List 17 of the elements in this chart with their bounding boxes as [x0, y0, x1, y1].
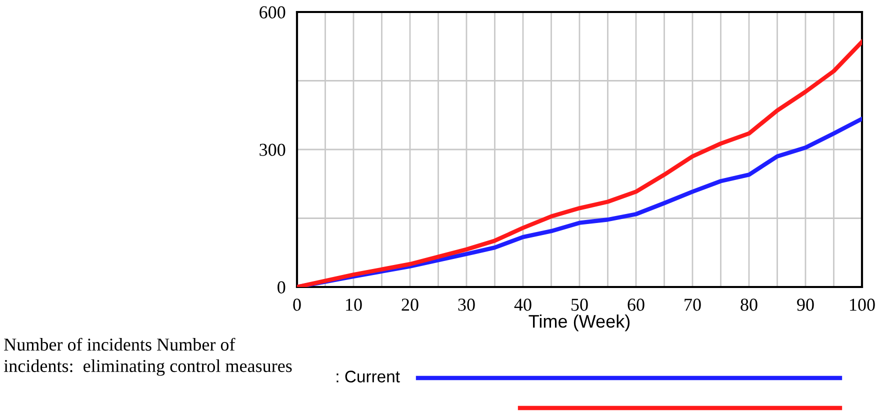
x-tick-label: 20	[402, 298, 418, 311]
text: : Current	[336, 370, 400, 382]
y-tick-label: 600	[260, 6, 286, 18]
y-tick-label: 0	[278, 281, 286, 294]
x-tick-label: 0	[293, 298, 301, 311]
x-tick-label: 100	[850, 298, 875, 311]
x-tick-label: 90	[797, 298, 814, 311]
text: Number of incidents Number of incidents: eliminating control measures	[4, 338, 292, 376]
y-tick-label: 300	[260, 144, 286, 156]
x-tick-label: 10	[346, 298, 362, 311]
x-tick-label: 40	[514, 298, 532, 311]
x-tick-label: 60	[628, 298, 644, 311]
x-tick-label: 80	[740, 298, 758, 311]
x-tick-label: 30	[458, 298, 475, 311]
x-tick-label: 70	[684, 298, 701, 311]
x-axis-title: Time (Week)	[528, 314, 630, 332]
x-tick-label: 50	[572, 298, 588, 311]
